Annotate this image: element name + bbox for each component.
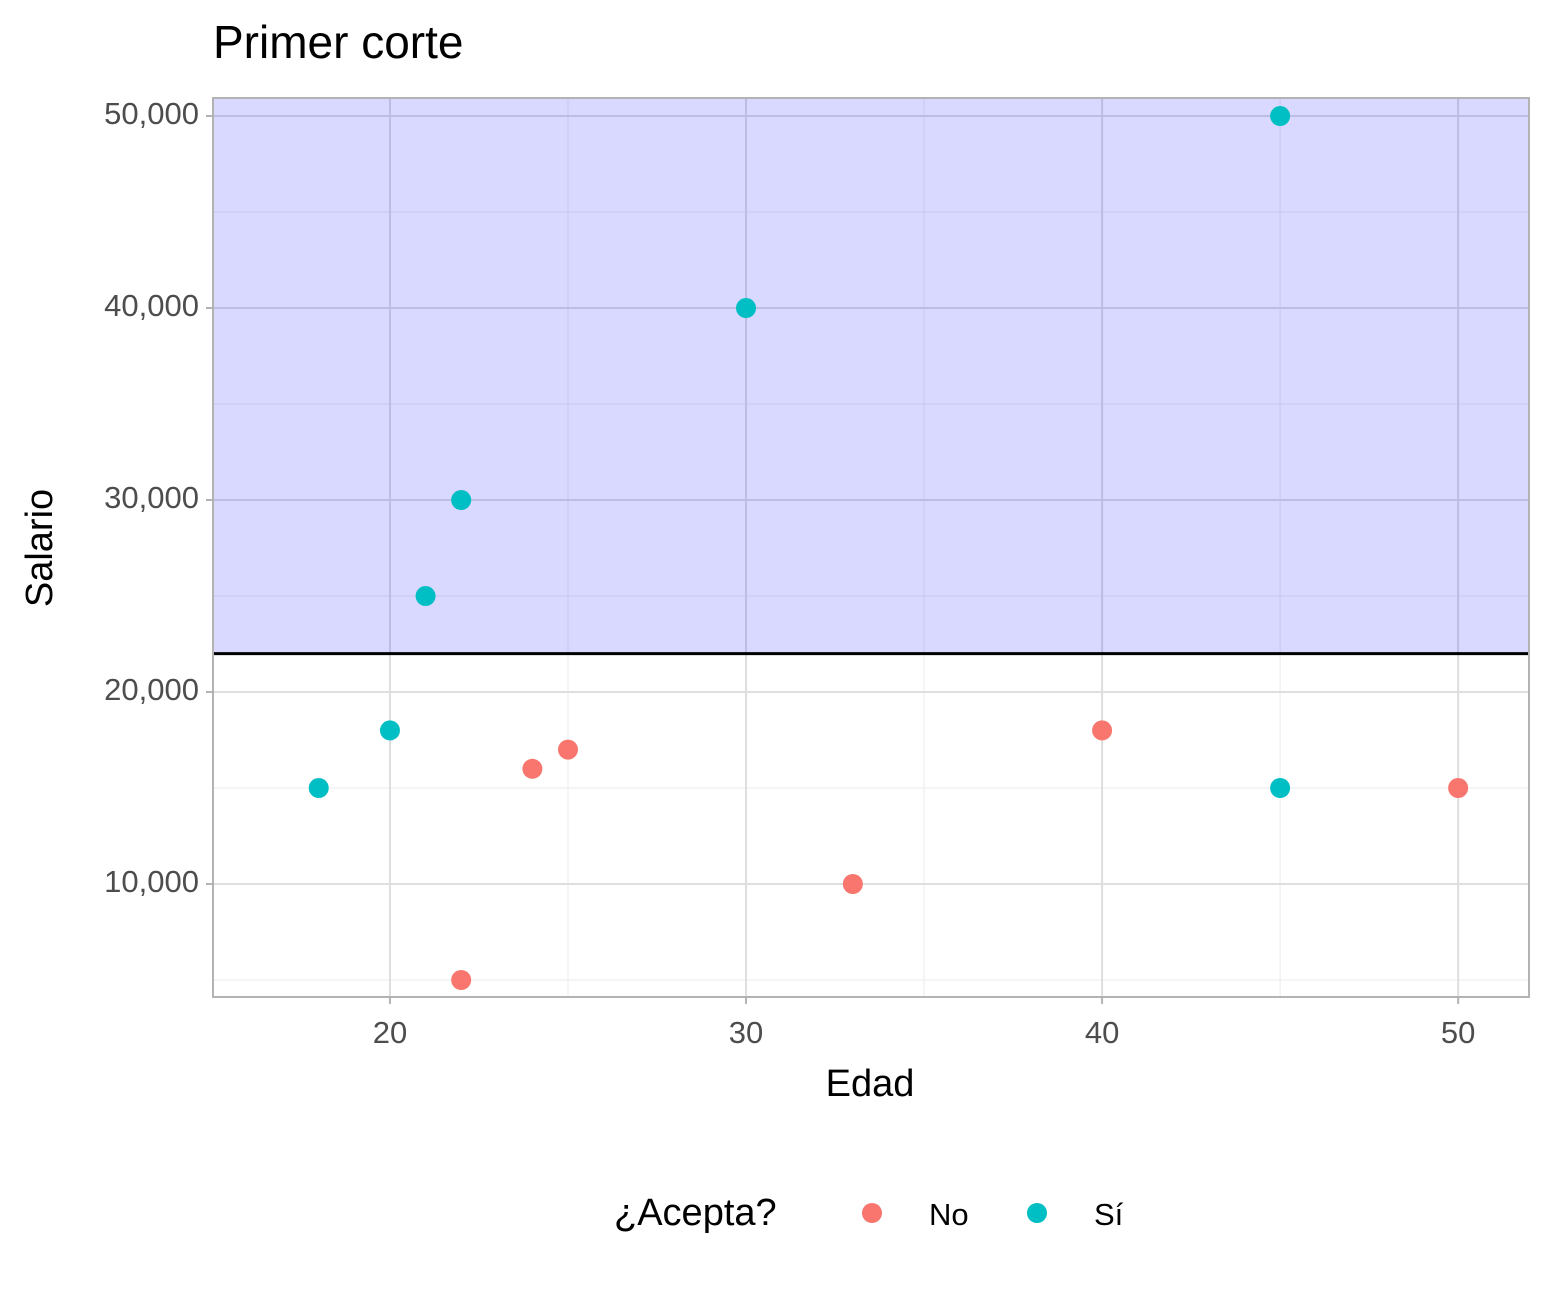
- panel-border: [212, 97, 1530, 998]
- legend-label: No: [929, 1197, 969, 1232]
- legend-key: [862, 1203, 882, 1223]
- x-tick-label: 30: [729, 1015, 763, 1050]
- y-tick-label: 10,000: [104, 864, 199, 899]
- point: [736, 298, 757, 319]
- point: [379, 720, 400, 741]
- legend-label: Sí: [1094, 1197, 1124, 1232]
- point: [557, 739, 578, 760]
- x-tick-label: 20: [373, 1015, 407, 1050]
- shaded-region: [213, 98, 1529, 654]
- y-tick-label: 40,000: [104, 288, 199, 323]
- legend-title: ¿Acepta?: [614, 1192, 777, 1234]
- chart-title: Primer corte: [213, 16, 463, 68]
- point: [451, 970, 472, 991]
- y-tick-label: 20,000: [104, 672, 199, 707]
- point: [451, 490, 472, 511]
- y-axis-label: Salario: [19, 489, 61, 607]
- point: [842, 874, 863, 895]
- point: [1270, 106, 1291, 127]
- x-tick-label: 50: [1441, 1015, 1475, 1050]
- y-tick-label: 30,000: [104, 480, 199, 515]
- point: [522, 758, 543, 779]
- point: [415, 586, 436, 607]
- point: [1092, 720, 1113, 741]
- legend-key: [1027, 1203, 1047, 1223]
- y-tick-label: 50,000: [104, 96, 199, 131]
- point: [1448, 778, 1469, 799]
- x-axis-label: Edad: [826, 1063, 915, 1105]
- point: [1270, 778, 1291, 799]
- point: [308, 778, 329, 799]
- x-tick-label: 40: [1085, 1015, 1119, 1050]
